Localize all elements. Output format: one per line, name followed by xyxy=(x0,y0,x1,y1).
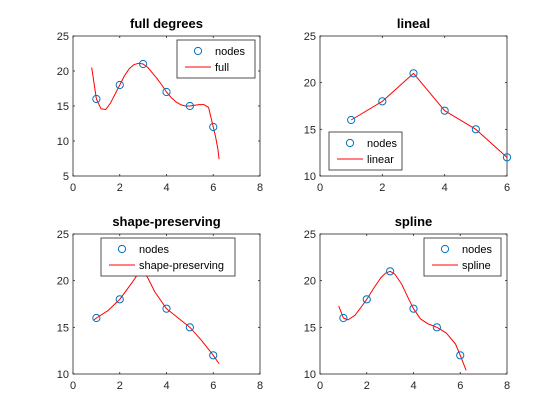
y-tick-label: 25 xyxy=(57,31,69,43)
x-tick-label: 4 xyxy=(163,380,169,392)
legend-label: full xyxy=(215,62,229,74)
y-tick-label: 15 xyxy=(304,322,316,334)
x-tick-label: 4 xyxy=(410,380,416,392)
legend-label: linear xyxy=(367,154,394,166)
chart-title: full degrees xyxy=(130,16,203,31)
legend: nodes shape-preserving xyxy=(101,238,235,276)
legend-label: shape-preserving xyxy=(139,260,224,272)
chart-lineal: lineal 0 2 4 6 10 15 20 25 nodes linear xyxy=(304,16,511,194)
y-tick-label: 25 xyxy=(304,229,316,241)
y-tick-label: 10 xyxy=(57,136,69,148)
x-tick-label: 6 xyxy=(210,380,216,392)
y-tick-label: 15 xyxy=(304,124,316,136)
chart-title: lineal xyxy=(397,16,430,31)
legend-label: nodes xyxy=(139,244,169,256)
y-tick-label: 25 xyxy=(57,229,69,241)
x-tick-label: 8 xyxy=(504,380,510,392)
chart-pchip: shape-preserving 0 2 4 6 8 10 15 20 25 nodes shape-… xyxy=(57,214,263,392)
y-tick-label: 10 xyxy=(304,369,316,381)
legend-label: nodes xyxy=(462,244,492,256)
x-tick-label: 4 xyxy=(442,182,448,194)
x-tick-label: 2 xyxy=(117,380,123,392)
chart-full: full degrees 0 2 4 6 8 5 10 15 20 25 nodes full xyxy=(57,16,263,194)
legend-label: spline xyxy=(462,260,491,272)
x-tick-label: 0 xyxy=(70,182,76,194)
chart-title: shape-preserving xyxy=(112,214,220,229)
legend: nodes full xyxy=(177,40,255,78)
x-tick-label: 8 xyxy=(257,380,263,392)
legend-label: nodes xyxy=(215,46,245,58)
x-tick-label: 0 xyxy=(317,380,323,392)
x-tick-label: 2 xyxy=(364,380,370,392)
x-tick-label: 2 xyxy=(379,182,385,194)
x-tick-label: 4 xyxy=(163,182,169,194)
legend: nodes linear xyxy=(329,132,402,170)
y-tick-label: 20 xyxy=(304,276,316,288)
y-tick-label: 10 xyxy=(304,171,316,183)
y-tick-label: 15 xyxy=(57,322,69,334)
legend-label: nodes xyxy=(367,138,397,150)
y-tick-label: 5 xyxy=(63,171,69,183)
y-tick-label: 15 xyxy=(57,101,69,113)
x-tick-label: 6 xyxy=(457,380,463,392)
x-tick-label: 0 xyxy=(317,182,323,194)
x-tick-label: 6 xyxy=(210,182,216,194)
y-tick-label: 20 xyxy=(304,78,316,90)
x-tick-label: 2 xyxy=(117,182,123,194)
legend: nodes spline xyxy=(424,238,501,276)
x-tick-label: 0 xyxy=(70,380,76,392)
x-tick-label: 8 xyxy=(257,182,263,194)
y-tick-label: 10 xyxy=(57,369,69,381)
x-tick-label: 6 xyxy=(504,182,510,194)
y-tick-label: 25 xyxy=(304,31,316,43)
y-tick-label: 20 xyxy=(57,66,69,78)
chart-title: spline xyxy=(395,214,433,229)
chart-spline: spline 0 2 4 6 8 10 15 20 25 nodes spline xyxy=(304,214,510,392)
y-tick-label: 20 xyxy=(57,276,69,288)
